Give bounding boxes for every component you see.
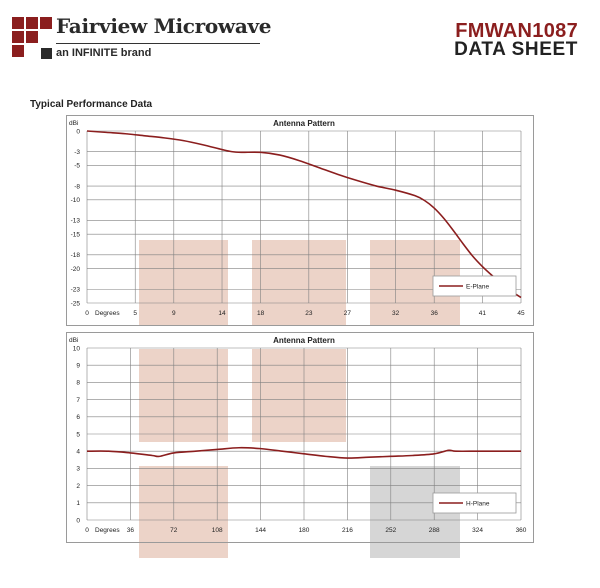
x-tick-label: 9 — [172, 310, 176, 317]
brand-divider — [56, 43, 260, 44]
x-tick-label: 18 — [257, 310, 265, 317]
y-tick-label: 9 — [76, 363, 80, 370]
y-tick-label: -20 — [71, 266, 81, 273]
y-tick-label: 3 — [76, 466, 80, 473]
x-tick-label: 360 — [516, 527, 527, 534]
brand-tag-mark — [41, 48, 52, 59]
x-tick-label: 252 — [385, 527, 396, 534]
y-axis-label: dBi — [69, 337, 78, 344]
legend-label: H-Plane — [466, 501, 490, 508]
y-tick-label: -13 — [71, 218, 81, 225]
y-tick-label: 4 — [76, 449, 80, 456]
x-tick-label: 36 — [127, 527, 135, 534]
x-tick-label: 108 — [212, 527, 223, 534]
x-axis-label: Degrees — [95, 310, 120, 317]
y-tick-label: 2 — [76, 483, 80, 490]
y-tick-label: 6 — [76, 414, 80, 421]
y-tick-label: 10 — [73, 345, 81, 352]
x-tick-label: 45 — [517, 310, 525, 317]
y-tick-label: 8 — [76, 380, 80, 387]
x-axis-label: Degrees — [95, 527, 120, 534]
part-number: FMWAN1087 — [455, 20, 578, 42]
x-tick-label: 0 — [85, 310, 89, 317]
x-tick-label: 180 — [299, 527, 310, 534]
x-tick-label: 0 — [85, 527, 89, 534]
chart-frame — [66, 332, 534, 543]
x-tick-label: 288 — [429, 527, 440, 534]
brand-name: Fairview Microwave — [56, 14, 272, 38]
x-tick-label: 14 — [218, 310, 226, 317]
x-tick-label: 36 — [431, 310, 439, 317]
y-tick-label: 0 — [76, 517, 80, 524]
x-tick-label: 5 — [133, 310, 137, 317]
e-plane-chart: Antenna PatterndBi0-3-5-8-10-13-15-18-20… — [66, 115, 534, 326]
y-tick-label: -25 — [71, 300, 81, 307]
document-type: DATA SHEET — [454, 39, 578, 60]
h-plane-chart: Antenna Pattern dBi 0 1 2 3 4 5 6 7 8 9 10 0 Degrees 36… — [66, 332, 534, 543]
x-tick-label: 216 — [342, 527, 353, 534]
y-axis-label: dBi — [69, 120, 78, 127]
x-tick-label: 23 — [305, 310, 313, 317]
y-tick-label: -18 — [71, 252, 81, 259]
y-tick-label: -5 — [74, 163, 80, 170]
y-tick-label: 1 — [76, 500, 80, 507]
y-tick-label: -3 — [74, 149, 80, 156]
logo-mark — [12, 17, 52, 59]
brand-tagline: an INFINITE brand — [56, 47, 152, 59]
series-line-e-plane — [86, 130, 522, 299]
y-tick-label: -8 — [74, 183, 80, 190]
section-title: Typical Performance Data — [30, 99, 153, 110]
y-tick-label: -23 — [71, 287, 81, 294]
legend: H-Plane — [432, 492, 517, 514]
legend-label: E-Plane — [466, 284, 490, 291]
y-tick-label: 7 — [76, 397, 80, 404]
legend: E-Plane — [432, 275, 517, 297]
x-tick-label: 144 — [255, 527, 266, 534]
x-tick-label: 324 — [472, 527, 483, 534]
x-tick-label: 41 — [479, 310, 487, 317]
x-tick-label: 32 — [392, 310, 400, 317]
x-tick-label: 27 — [344, 310, 352, 317]
x-tick-label: 72 — [170, 527, 178, 534]
y-tick-label: -10 — [71, 197, 81, 204]
y-tick-label: 5 — [76, 431, 80, 438]
chart-title: Antenna Pattern — [273, 336, 335, 345]
y-tick-label: -15 — [71, 232, 81, 239]
y-tick-label: 0 — [76, 128, 80, 135]
chart-title: Antenna Pattern — [273, 119, 335, 128]
